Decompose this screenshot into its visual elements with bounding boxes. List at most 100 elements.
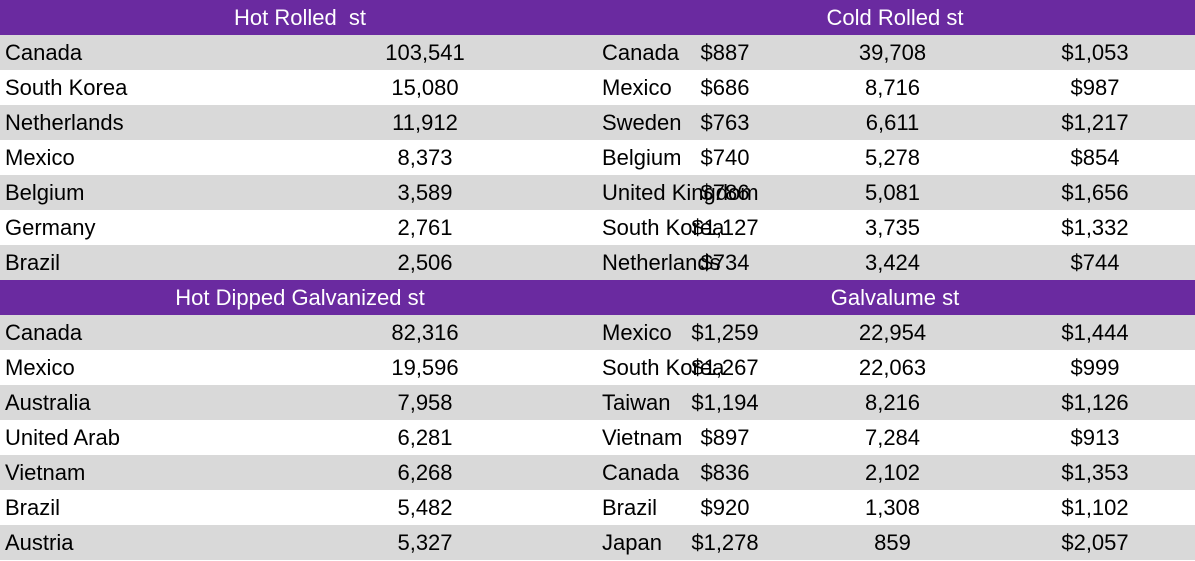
table-row: Belgium 3,589 $786 United Kingdom 5,081 $1,65… <box>0 175 1195 210</box>
table-row: Australia 7,958 $1,194 Taiwan 8,216 $1,126 <box>0 385 1195 420</box>
price-cell: $1,126 <box>1061 390 1129 415</box>
tonnage-cell: 82,316 <box>391 320 459 345</box>
price-cell: $920 <box>700 495 750 520</box>
price-cell: $1,259 <box>691 320 759 345</box>
price-cell: $1,127 <box>691 215 759 240</box>
price-cell: $1,444 <box>1061 320 1129 345</box>
tonnage-cell: 3,589 <box>397 180 453 205</box>
country-cell: Sweden <box>602 110 682 135</box>
price-cell: $999 <box>1070 355 1120 380</box>
tonnage-cell: 103,541 <box>385 40 465 65</box>
price-cell: $1,194 <box>691 390 759 415</box>
price-cell: $2,057 <box>1061 530 1129 555</box>
country-cell: Taiwan <box>602 390 671 415</box>
tonnage-cell: 3,424 <box>864 250 921 275</box>
table-row: Vietnam 6,268 $836 Canada 2,102 $1,353 <box>0 455 1195 490</box>
price-cell: $1,353 <box>1061 460 1129 485</box>
tonnage-cell: 5,081 <box>864 180 921 205</box>
section-header-band: Hot Dipped Galvanized st Galvalume st <box>0 280 1195 315</box>
tonnage-cell: 8,373 <box>397 145 453 170</box>
tonnage-cell: 22,954 <box>858 320 927 345</box>
country-cell: Vietnam <box>602 425 683 450</box>
price-cell: $836 <box>700 460 750 485</box>
country-cell: Brazil <box>602 495 658 520</box>
country-cell: South Korea <box>5 75 128 100</box>
table-row: United Arab 6,281 $897 Vietnam 7,284 $913 <box>0 420 1195 455</box>
price-cell: $987 <box>1070 75 1120 100</box>
country-cell: South Korea <box>602 355 725 380</box>
country-cell: Canada <box>5 320 83 345</box>
price-cell: $1,332 <box>1061 215 1129 240</box>
country-cell: Austria <box>5 530 74 555</box>
price-cell: $1,102 <box>1061 495 1129 520</box>
table-row: Brazil 2,506 $734 Netherlands 3,424 $744 <box>0 245 1195 280</box>
price-cell: $1,278 <box>691 530 759 555</box>
country-cell: Canada <box>602 460 680 485</box>
price-cell: $1,053 <box>1061 40 1129 65</box>
table-row: Mexico 19,596 $1,267 South Korea 22,063 $999 <box>0 350 1195 385</box>
tonnage-cell: 5,482 <box>397 495 453 520</box>
price-cell: $1,217 <box>1061 110 1129 135</box>
table-row: South Korea 15,080 $686 Mexico 8,716 $987 <box>0 70 1195 105</box>
section-header-band: Hot Rolled st Cold Rolled st <box>0 0 1195 35</box>
country-cell: Mexico <box>5 145 75 170</box>
price-cell: $854 <box>1070 145 1120 170</box>
tonnage-cell: 2,102 <box>864 460 921 485</box>
tonnage-cell: 7,284 <box>864 425 921 450</box>
tonnage-cell: 2,761 <box>397 215 453 240</box>
tonnage-cell: 6,281 <box>397 425 453 450</box>
tonnage-cell: 7,958 <box>397 390 453 415</box>
tonnage-cell: 2,506 <box>397 250 453 275</box>
price-cell: $786 <box>700 180 750 205</box>
tonnage-cell: 6,611 <box>865 110 920 135</box>
table-row: Brazil 5,482 $920 Brazil 1,308 $1,102 <box>0 490 1195 525</box>
country-cell: Vietnam <box>5 460 86 485</box>
country-cell: Australia <box>5 390 91 415</box>
left-table-title: Hot Rolled st <box>233 5 367 30</box>
country-cell: Belgium <box>5 180 85 205</box>
price-cell: $1,656 <box>1061 180 1129 205</box>
country-cell: Germany <box>5 215 96 240</box>
tonnage-cell: 6,268 <box>397 460 453 485</box>
table-row: Netherlands 11,912 $763 Sweden 6,611 $1,217 <box>0 105 1195 140</box>
price-cell: $686 <box>700 75 750 100</box>
right-table-title: Galvalume st <box>830 285 960 310</box>
country-cell: Mexico <box>602 75 672 100</box>
price-cell: $887 <box>700 40 750 65</box>
country-cell: United Arab <box>5 425 120 450</box>
left-table-title: Hot Dipped Galvanized st <box>175 285 425 310</box>
price-cell: $744 <box>1070 250 1120 275</box>
country-cell: Canada <box>602 40 680 65</box>
right-table-title: Cold Rolled st <box>826 5 964 30</box>
table-row: Mexico 8,373 $740 Belgium 5,278 $854 <box>0 140 1195 175</box>
tonnage-cell: 5,327 <box>397 530 453 555</box>
country-cell: Belgium <box>602 145 682 170</box>
tonnage-cell: 8,716 <box>864 75 921 100</box>
country-cell: United Kingdom <box>602 180 759 205</box>
price-cell: $1,267 <box>691 355 759 380</box>
tonnage-cell: 19,596 <box>391 355 459 380</box>
tonnage-cell: 859 <box>874 530 911 555</box>
country-cell: Mexico <box>602 320 672 345</box>
tonnage-cell: 8,216 <box>864 390 921 415</box>
country-cell: Canada <box>5 40 83 65</box>
table-row: Germany 2,761 $1,127 South Korea 3,735 $1,332 <box>0 210 1195 245</box>
tonnage-cell: 11,912 <box>392 110 458 135</box>
price-cell: $740 <box>700 145 750 170</box>
table-row: Canada 103,541 $887 Canada 39,708 $1,053 <box>0 35 1195 70</box>
country-cell: Netherlands <box>5 110 124 135</box>
country-cell: Brazil <box>5 495 61 520</box>
table-row: Austria 5,327 $1,278 Japan 859 $2,057 <box>0 525 1195 560</box>
tonnage-cell: 15,080 <box>391 75 459 100</box>
country-cell: Mexico <box>5 355 75 380</box>
price-cell: $897 <box>700 425 750 450</box>
country-cell: Japan <box>602 530 662 555</box>
country-cell: South Korea <box>602 215 725 240</box>
country-cell: Brazil <box>5 250 61 275</box>
country-cell: Netherlands <box>602 250 721 275</box>
price-cell: $763 <box>700 110 750 135</box>
tonnage-cell: 5,278 <box>864 145 921 170</box>
tonnage-cell: 39,708 <box>858 40 927 65</box>
tonnage-cell: 3,735 <box>864 215 921 240</box>
